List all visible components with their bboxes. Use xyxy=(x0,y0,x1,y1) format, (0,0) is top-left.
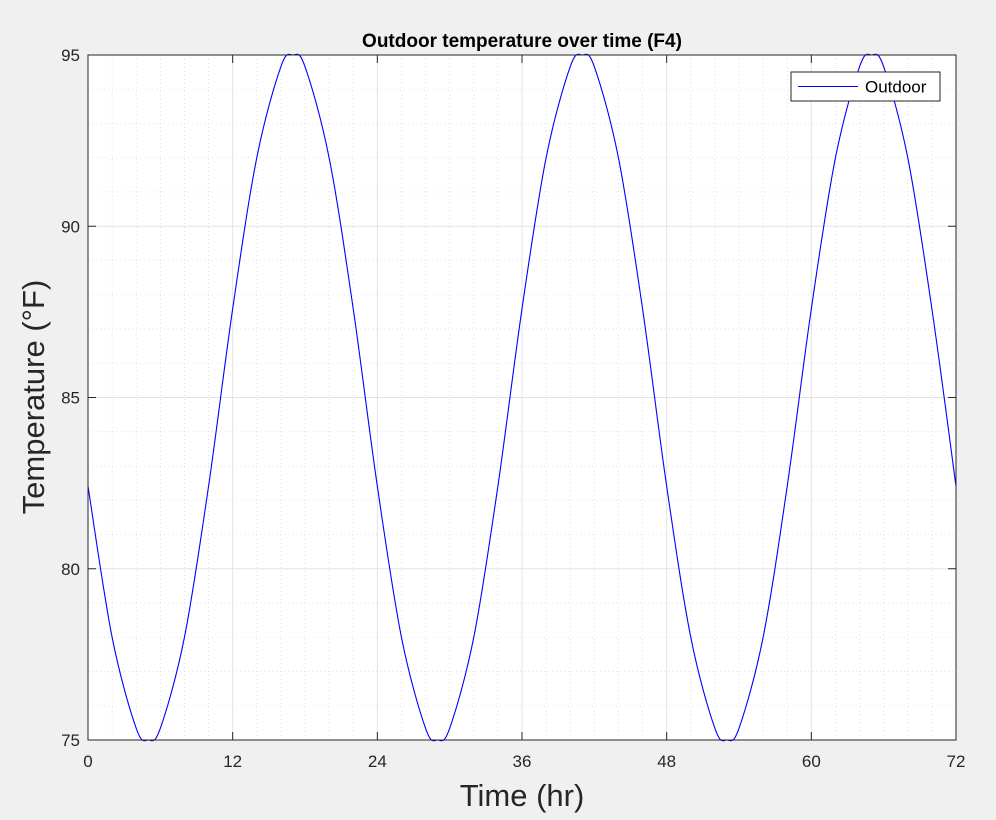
axis-ticks xyxy=(87,54,957,741)
y-tick-label: 80 xyxy=(61,560,80,579)
series-line-outdoor xyxy=(87,53,957,742)
y-axis-label: Temperature (°F) xyxy=(16,280,51,515)
chart-title: Outdoor temperature over time (F4) xyxy=(362,31,682,52)
legend[interactable]: Outdoor xyxy=(790,71,941,102)
series-layer xyxy=(87,53,957,742)
x-tick-label: 0 xyxy=(83,752,92,771)
y-tick-label: 75 xyxy=(61,731,80,750)
x-tick-labels: 0 12 24 36 48 60 72 xyxy=(83,752,965,771)
x-axis-label: Time (hr) xyxy=(460,778,585,813)
y-tick-label: 95 xyxy=(61,46,80,65)
x-tick-label: 60 xyxy=(802,752,821,771)
y-tick-label: 90 xyxy=(61,217,80,236)
legend-entry-outdoor: Outdoor xyxy=(865,78,927,97)
x-tick-label: 72 xyxy=(947,752,966,771)
y-tick-label: 85 xyxy=(61,389,80,408)
y-tick-labels: 75 80 85 90 95 xyxy=(61,46,80,750)
x-tick-label: 48 xyxy=(657,752,676,771)
x-tick-label: 24 xyxy=(368,752,387,771)
x-tick-label: 36 xyxy=(513,752,532,771)
x-tick-label: 12 xyxy=(223,752,242,771)
